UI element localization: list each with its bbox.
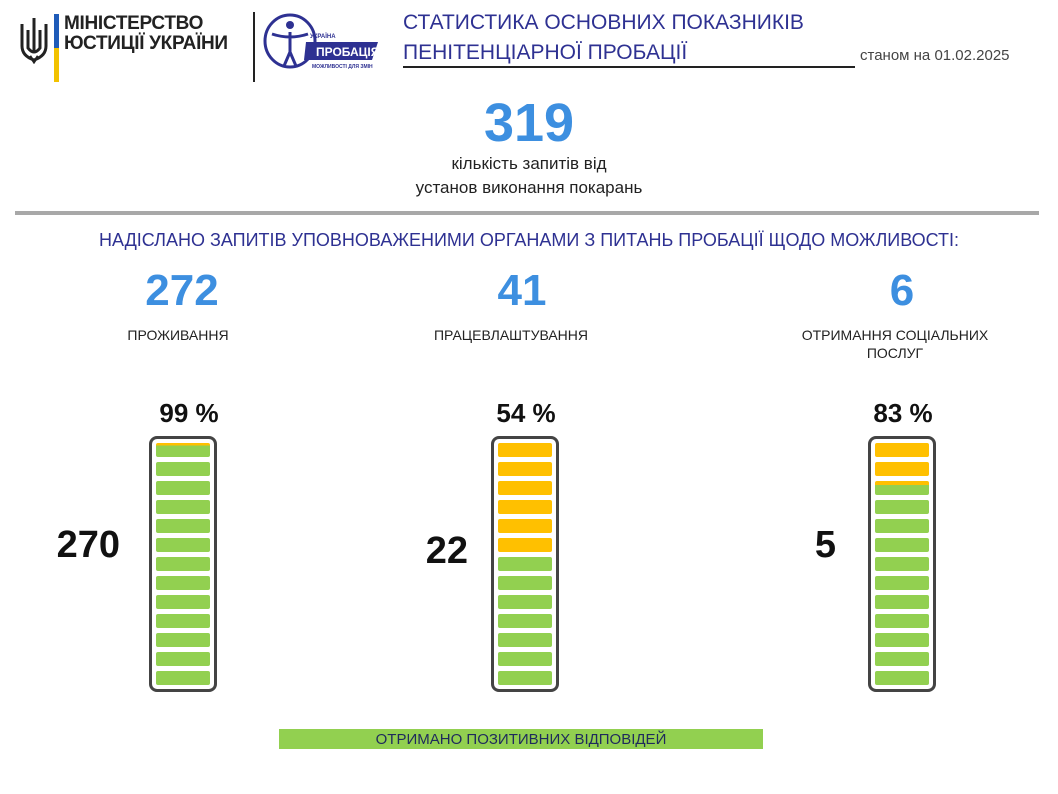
probation-logo-main: ПРОБАЦІЯ: [316, 45, 379, 59]
coat-of-arms-icon: [20, 18, 48, 64]
title-line-1: СТАТИСТИКА ОСНОВНИХ ПОКАЗНИКІВ: [403, 11, 804, 34]
total-requests-value: 319: [483, 93, 575, 153]
category-total-housing: 272: [145, 266, 219, 315]
gauge-segment: [498, 614, 552, 628]
gauge-housing: [149, 436, 217, 692]
gauge-segment: [156, 538, 210, 552]
gauge-segment: [156, 481, 210, 495]
gauge-segment: [498, 500, 552, 514]
gauge-segment: [498, 576, 552, 590]
gauge-segment: [875, 462, 929, 476]
category-total-social: 6: [889, 266, 915, 315]
gauge-segment: [156, 614, 210, 628]
gauge-segment: [498, 443, 552, 457]
header-separator: [253, 12, 255, 82]
gauge-segment: [498, 557, 552, 571]
gauge-segment: [498, 633, 552, 647]
ministry-line-2: ЮСТИЦІЇ УКРАЇНИ: [64, 33, 228, 54]
category-label-social: ОТРИМАННЯ СОЦІАЛЬНИХ ПОСЛУГ: [801, 327, 989, 361]
gauge-segment: [498, 652, 552, 666]
page-title: СТАТИСТИКА ОСНОВНИХ ПОКАЗНИКІВ ПЕНІТЕНЦІ…: [403, 8, 804, 68]
gauge-segment: [156, 462, 210, 476]
gauge-segment: [156, 671, 210, 685]
probation-logo-sub: МОЖЛИВОСТІ ДЛЯ ЗМІН: [312, 64, 373, 70]
gauge-segment: [498, 538, 552, 552]
gauge-segment: [498, 595, 552, 609]
total-desc-line-2: установ виконання покарань: [415, 178, 643, 197]
gauge-segment: [156, 595, 210, 609]
gauge-segment: [156, 557, 210, 571]
category-label-employment: ПРАЦЕВЛАШТУВАННЯ: [433, 327, 589, 343]
gauge-segment: [156, 443, 210, 457]
total-requests-description: кількість запитів від установ виконання …: [0, 152, 1058, 200]
gauge-segment: [156, 576, 210, 590]
positive-count-social: 5: [814, 524, 836, 566]
positive-count-employment: 22: [425, 530, 468, 572]
category-label-housing: ПРОЖИВАННЯ: [127, 327, 229, 343]
gauge-segment: [875, 538, 929, 552]
gauge-segment: [875, 671, 929, 685]
flag-stripe: [54, 14, 59, 82]
gauge-social: [868, 436, 936, 692]
category-total-employment: 41: [497, 266, 547, 315]
gauge-segment: [498, 519, 552, 533]
ministry-line-1: МІНІСТЕРСТВО: [64, 13, 204, 34]
ministry-logo-text: МІНІСТЕРСТВО ЮСТИЦІЇ УКРАЇНИ: [64, 14, 228, 54]
probation-logo: УКРАЇНА ПРОБАЦІЯ МОЖЛИВОСТІ ДЛЯ ЗМІН: [263, 13, 379, 70]
gauge-segment: [875, 519, 929, 533]
title-line-2: ПЕНІТЕНЦІАРНОЇ ПРОБАЦІЇ: [403, 41, 688, 64]
section-subheading: НАДІСЛАНО ЗАПИТІВ УПОВНОВАЖЕНИМИ ОРГАНАМ…: [98, 230, 960, 250]
legend-positive: ОТРИМАНО ПОЗИТИВНИХ ВІДПОВІДЕЙ: [279, 729, 763, 749]
gauge-segment: [875, 652, 929, 666]
percent-label-social: 83 %: [873, 398, 933, 428]
gauge-employment: [491, 436, 559, 692]
gauge-segment: [498, 671, 552, 685]
report-date: станом на 01.02.2025: [860, 47, 1010, 64]
gauge-segment: [875, 595, 929, 609]
gauge-segment: [156, 633, 210, 647]
gauge-segment: [875, 633, 929, 647]
gauge-segment: [875, 443, 929, 457]
total-desc-line-1: кількість запитів від: [451, 154, 607, 173]
gauge-segment: [875, 500, 929, 514]
gauge-segment: [875, 481, 929, 495]
title-underline: [403, 66, 855, 68]
positive-count-housing: 270: [56, 524, 120, 566]
gauge-segment: [498, 462, 552, 476]
gauge-segment: [875, 576, 929, 590]
section-divider: [15, 211, 1039, 215]
gauge-segment: [156, 500, 210, 514]
gauge-segment: [156, 652, 210, 666]
gauge-segment: [156, 519, 210, 533]
probation-logo-top: УКРАЇНА: [310, 33, 336, 40]
percent-label-housing: 99 %: [159, 398, 219, 428]
percent-label-employment: 54 %: [496, 398, 556, 428]
gauge-segment: [498, 481, 552, 495]
gauge-segment: [875, 557, 929, 571]
gauge-segment: [875, 614, 929, 628]
